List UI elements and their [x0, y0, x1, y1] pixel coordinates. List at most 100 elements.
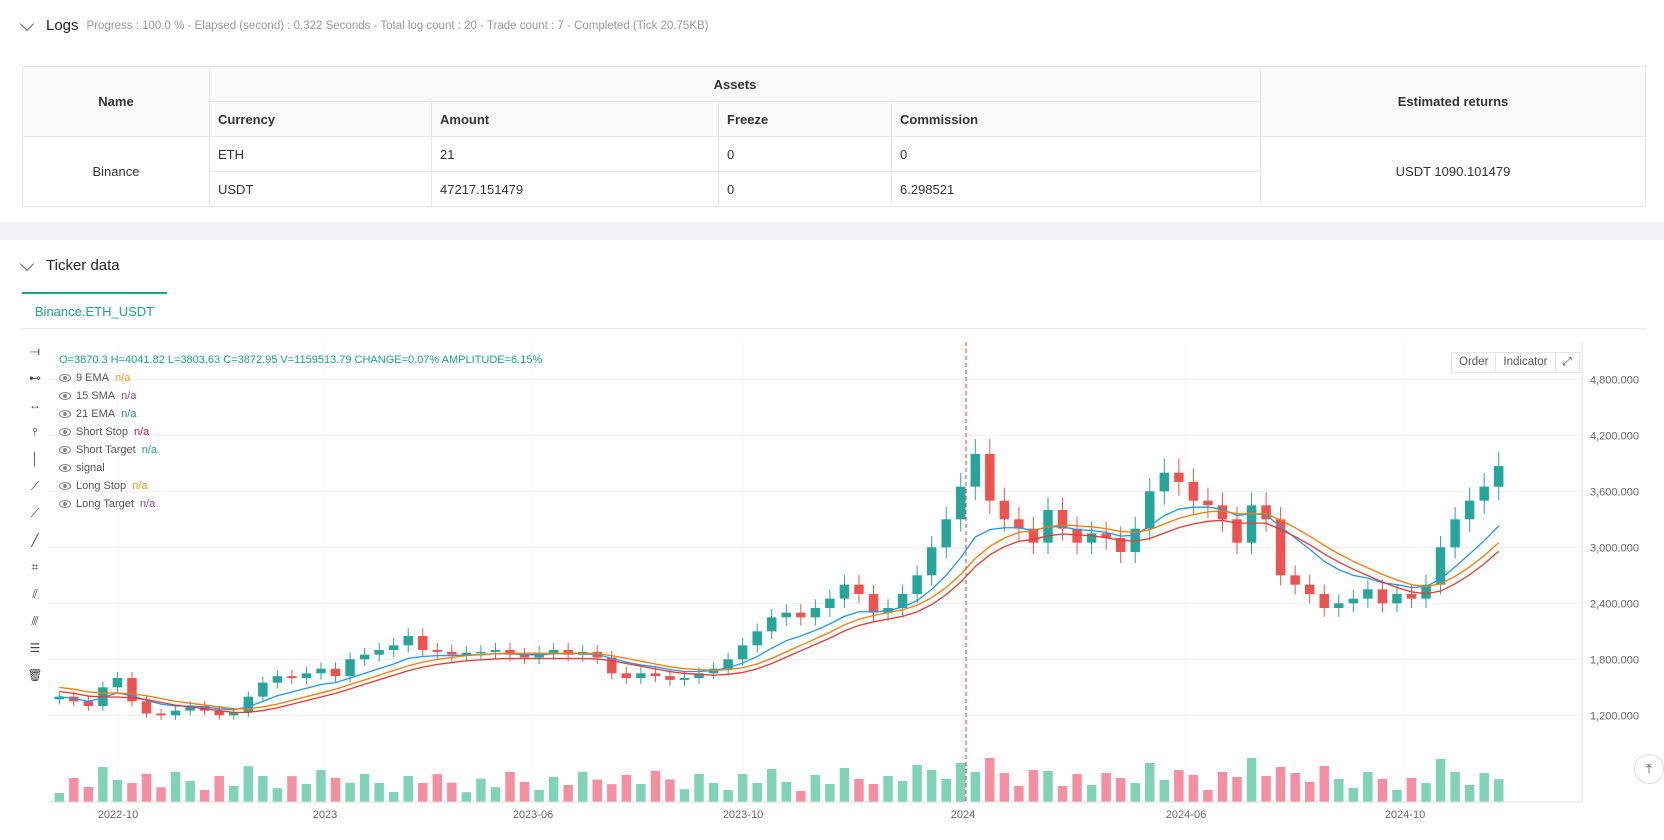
- eye-icon[interactable]: [59, 482, 71, 490]
- candle-body: [1319, 594, 1329, 608]
- header-estimated: Estimated returns: [1260, 66, 1646, 137]
- volume-bar: [1043, 771, 1053, 802]
- tab-binance-eth-usdt[interactable]: Binance.ETH_USDT: [22, 292, 167, 328]
- legend-item[interactable]: 15 SMA n/a: [59, 387, 542, 405]
- volume-bar: [54, 792, 64, 802]
- scroll-to-top-button[interactable]: ⤒: [1634, 754, 1664, 784]
- volume-bar: [519, 781, 530, 802]
- volume-bar: [1319, 766, 1329, 802]
- horizontal-line-icon[interactable]: ⟞: [30, 343, 40, 358]
- candle-body: [1014, 519, 1024, 529]
- volume-bar: [185, 781, 195, 802]
- segment-icon[interactable]: ╱: [31, 533, 39, 547]
- legend-item-value: n/a: [121, 408, 137, 420]
- ticker-title: Ticker data: [46, 257, 120, 274]
- candle-body: [810, 608, 821, 618]
- candle-body: [1261, 505, 1271, 520]
- candle-body: [1435, 547, 1446, 585]
- eye-icon[interactable]: [59, 374, 71, 382]
- cell-freeze: 0: [718, 171, 892, 207]
- header-amount: Amount: [431, 101, 719, 137]
- trash-icon[interactable]: 🗑: [27, 668, 43, 682]
- volume-bar: [1464, 785, 1475, 802]
- x-tick-label: 2023-10: [723, 809, 763, 821]
- trend-line-icon[interactable]: ⟋: [30, 478, 40, 493]
- candle-body: [548, 650, 559, 653]
- x-tick-label: 2024-06: [1166, 809, 1206, 821]
- fullscreen-icon[interactable]: ⤢: [1562, 356, 1572, 368]
- candle-body: [752, 631, 762, 646]
- volume-bar: [1421, 783, 1431, 802]
- candle-body: [665, 676, 675, 680]
- legend-item-value: n/a: [141, 444, 158, 456]
- logs-header[interactable]: Logs Progress : 100.0 % - Elapsed (secon…: [19, 16, 709, 34]
- volume-bar: [796, 791, 806, 802]
- eye-icon[interactable]: [59, 464, 71, 472]
- volume-bar: [1275, 767, 1286, 802]
- candle-body: [694, 673, 704, 678]
- volume-bar: [141, 773, 152, 802]
- volume-bar: [447, 782, 457, 802]
- candle-body: [127, 678, 137, 702]
- volume-bar: [999, 773, 1010, 802]
- axes: 1,200.000 1,800.000 2,400.000 3,000.000 3,60…: [48, 342, 1639, 821]
- legend-item[interactable]: Short Target n/a: [59, 441, 542, 459]
- eye-icon[interactable]: [59, 392, 71, 400]
- candle-body: [418, 636, 428, 650]
- cell-amount: 21: [431, 136, 719, 172]
- legend-item[interactable]: 21 EMA n/a: [59, 405, 542, 423]
- indicator-button[interactable]: Indicator: [1496, 353, 1556, 372]
- horizontal-ray-icon[interactable]: ⊷: [29, 371, 41, 385]
- extended-line-icon[interactable]: ↔: [29, 398, 41, 412]
- volume-bar: [1450, 772, 1460, 802]
- candle-body: [287, 676, 297, 678]
- legend-item[interactable]: Long Target n/a: [59, 495, 542, 513]
- candle-body: [1421, 584, 1431, 599]
- eye-icon[interactable]: [59, 446, 71, 454]
- candle-body: [636, 673, 646, 678]
- volume-bar: [1086, 785, 1097, 802]
- volume-bar: [592, 779, 602, 802]
- candle-body: [301, 673, 312, 678]
- eye-icon[interactable]: [59, 500, 71, 508]
- legend-item[interactable]: Long Stop n/a: [59, 477, 542, 495]
- estimated-returns: USDT 1090.101479: [1260, 136, 1646, 207]
- drawing-toolbar: ⟞ ⊷ ↔ ⫯ │ ⟋ ⟋ ╱ ⌗ ⫽ ⫻ ☰ 🗑: [26, 342, 46, 693]
- volume-bar: [854, 779, 864, 802]
- legend-item-name: signal: [76, 462, 105, 474]
- legend-item[interactable]: 9 EMA n/a: [59, 369, 542, 387]
- legend-item[interactable]: signal: [59, 459, 542, 477]
- candle-body: [170, 710, 181, 716]
- eye-icon[interactable]: [59, 428, 71, 436]
- x-tick-label: 2022-10: [98, 809, 138, 821]
- fib-channel-icon[interactable]: ⫻: [31, 613, 39, 628]
- order-button[interactable]: Order: [1452, 353, 1497, 372]
- vertical-segment-icon[interactable]: ⫯: [32, 424, 38, 439]
- candle-body: [1232, 519, 1242, 543]
- candle-body: [1479, 486, 1489, 501]
- chart-buttons: Order Indicator ⤢: [1451, 352, 1580, 373]
- price-label-icon[interactable]: ⌗: [31, 559, 39, 574]
- assets-table: Name Assets Estimated returns Currency A…: [22, 66, 1646, 207]
- ray-line-icon[interactable]: ⟋: [30, 505, 40, 520]
- candle-body: [737, 645, 748, 660]
- volume-bar: [926, 770, 937, 802]
- volume-bar: [388, 792, 399, 802]
- candle-body: [345, 659, 355, 677]
- ticker-header[interactable]: Ticker data: [19, 256, 120, 274]
- volume-bar: [708, 783, 719, 802]
- legend-item[interactable]: Short Stop n/a: [59, 423, 542, 441]
- volume-bar: [650, 770, 661, 802]
- parallel-channel-icon[interactable]: ⫽: [32, 586, 38, 601]
- eye-icon[interactable]: [59, 410, 71, 418]
- vertical-line-icon[interactable]: │: [31, 452, 39, 466]
- fib-retracement-icon[interactable]: ☰: [29, 641, 41, 655]
- exchange-name: Binance: [22, 136, 210, 207]
- volume-bar: [359, 774, 370, 802]
- candle-body: [854, 584, 864, 594]
- candle-body: [83, 701, 94, 706]
- candle-body: [1159, 472, 1170, 492]
- volume-bar: [883, 776, 893, 802]
- volume-bar: [636, 784, 646, 802]
